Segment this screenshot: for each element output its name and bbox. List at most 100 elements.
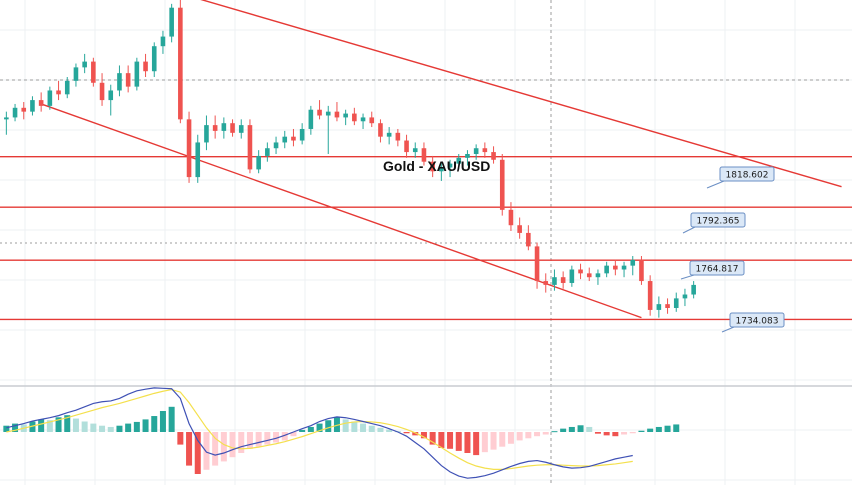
macd-histogram-bar — [377, 427, 384, 432]
candle-body — [82, 61, 87, 68]
candle-body — [491, 152, 496, 160]
candle-body — [247, 125, 253, 170]
candle-body — [665, 304, 670, 308]
price-label-text: 1734.083 — [736, 317, 779, 327]
macd-histogram-bar — [99, 425, 106, 432]
candle-body — [21, 107, 27, 112]
candle-body — [430, 161, 435, 172]
macd-histogram-bar — [107, 426, 114, 432]
macd-histogram-bar — [212, 432, 219, 466]
candle-body — [630, 259, 636, 266]
candle-body — [99, 82, 105, 101]
macd-histogram-bar — [151, 416, 158, 432]
candle-body — [221, 123, 227, 131]
macd-histogram-bar — [203, 432, 210, 470]
macd-histogram-bar — [490, 432, 497, 450]
macd-histogram-bar — [647, 428, 654, 432]
macd-histogram-bar — [534, 432, 541, 437]
macd-histogram-bar — [333, 417, 340, 432]
candle-body — [421, 148, 427, 162]
macd-histogram-bar — [594, 432, 601, 434]
macd-histogram-bar — [342, 419, 349, 432]
candle-body — [682, 294, 688, 299]
candle-body — [378, 123, 383, 137]
candle-body — [317, 109, 322, 116]
candle-body — [265, 148, 270, 156]
macd-histogram-bar — [72, 418, 79, 432]
candle-body — [352, 113, 357, 122]
macd-signal-line — [6, 388, 633, 470]
macd-histogram-bar — [325, 420, 332, 432]
candle-body — [108, 90, 114, 101]
macd-histogram-bar — [542, 432, 549, 435]
candle-body — [38, 100, 44, 106]
candle-body — [465, 154, 470, 158]
macd-histogram-bar — [577, 425, 584, 432]
price-label-connector — [706, 180, 725, 189]
macd-histogram-bar — [186, 432, 193, 466]
macd-histogram-bar — [429, 432, 436, 445]
candle-body — [412, 148, 418, 153]
candle-body — [508, 209, 514, 226]
macd-histogram-bar — [81, 421, 88, 432]
macd-histogram-bar — [316, 423, 323, 432]
candle-body — [569, 269, 575, 283]
candle-body — [169, 7, 174, 37]
macd-histogram-bar — [629, 432, 636, 434]
candle-body — [482, 148, 488, 153]
macd-histogram-bar — [360, 423, 367, 432]
candle-body — [604, 265, 609, 274]
price-label-box — [719, 166, 775, 182]
macd-histogram-bar — [177, 432, 184, 445]
candle-body — [4, 117, 9, 120]
candle-body — [195, 142, 201, 178]
macd-histogram-bar — [473, 432, 480, 456]
macd-histogram-bar — [551, 431, 558, 433]
macd-histogram-bar — [655, 426, 662, 432]
candle-body — [91, 61, 96, 83]
macd-histogram-bar — [125, 423, 132, 432]
candle-body — [534, 246, 540, 282]
macd-histogram-bar — [264, 432, 271, 445]
candle-body — [325, 111, 331, 116]
macd-histogram-bar — [3, 425, 10, 432]
macd-histogram-bar — [220, 432, 227, 462]
price-label: 1792.365 — [690, 212, 746, 228]
macd-histogram-bar — [464, 432, 471, 453]
macd-histogram-bar — [568, 426, 575, 432]
macd-line — [6, 387, 633, 479]
macd-histogram-bar — [307, 426, 314, 432]
price-label: 1818.602 — [719, 166, 775, 182]
price-labels: 1818.602 1792.365 1764.817 1734.083 — [680, 166, 785, 333]
macd-histogram-bar — [420, 432, 427, 439]
trendline-upper-channel — [200, 0, 842, 188]
candle-body — [639, 259, 644, 282]
macd-histogram-bar — [133, 421, 140, 432]
macd-histogram-bar — [560, 428, 567, 432]
macd-histogram-bar — [412, 432, 419, 436]
candle-body — [134, 61, 140, 87]
candle-body — [64, 80, 70, 95]
candle-body — [30, 100, 35, 112]
candle-body — [73, 67, 79, 81]
candle-body — [282, 136, 288, 143]
macd-histogram-bar — [516, 432, 523, 441]
macd-histogram-bar — [168, 406, 175, 432]
candle-body — [543, 281, 549, 285]
macd-histogram-bar — [255, 432, 262, 447]
candle-body — [517, 225, 522, 233]
macd-histogram-bar — [238, 432, 245, 453]
macd-histogram-bar — [438, 432, 445, 448]
macd-histogram-bar — [229, 432, 236, 458]
candle-body — [369, 117, 375, 124]
candle-body — [621, 265, 627, 270]
candle-body — [447, 163, 453, 168]
price-label: 1764.817 — [689, 260, 745, 276]
candle-body — [360, 117, 366, 122]
macd-histogram-bar — [403, 432, 410, 434]
macd-histogram-bar — [299, 429, 306, 432]
macd-histogram-bar — [525, 432, 532, 439]
candle-body — [386, 132, 392, 137]
price-label-box — [689, 260, 745, 276]
macd-pane — [3, 387, 680, 479]
